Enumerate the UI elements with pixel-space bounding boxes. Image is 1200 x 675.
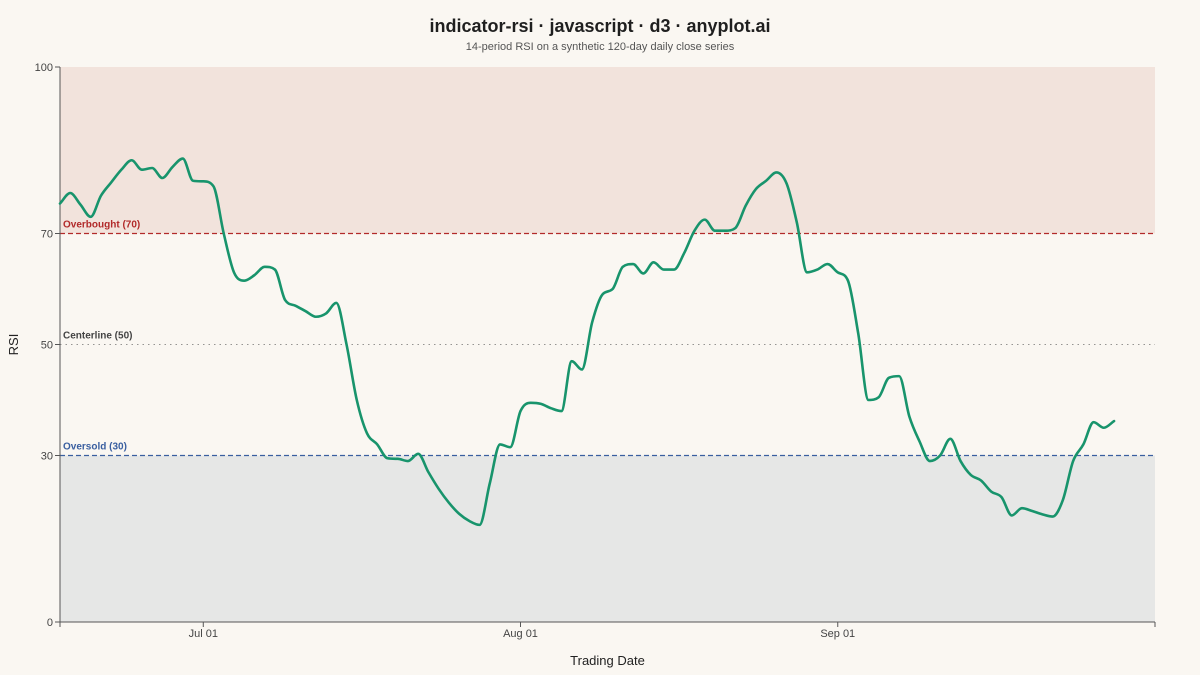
x-tick-label: Jul 01	[189, 628, 218, 640]
y-axis-title: RSI	[6, 334, 21, 356]
chart-subtitle: 14-period RSI on a synthetic 120-day dai…	[465, 41, 735, 53]
overbought-label: Overbought (70)	[63, 220, 140, 231]
y-tick-label: 70	[41, 229, 53, 241]
overbought-zone	[60, 67, 1155, 234]
rsi-series-line	[58, 157, 1116, 527]
zones-layer	[60, 67, 1155, 622]
x-tick-label: Aug 01	[503, 628, 538, 640]
y-tick-label: 100	[35, 62, 53, 74]
x-axis-title: Trading Date	[570, 653, 645, 668]
axis-titles-layer: Trading Date RSI	[6, 334, 645, 668]
oversold-zone	[60, 455, 1155, 622]
oversold-label: Oversold (30)	[63, 442, 127, 453]
reference-lines-layer: Overbought (70) Centerline (50) Oversold (…	[60, 220, 1155, 457]
y-tick-label: 50	[41, 340, 53, 352]
axes-layer: 0 30 50 70 100 Jul 01 Aug 01 Sep 01	[35, 62, 1156, 640]
y-tick-label: 0	[47, 617, 53, 629]
centerline-label: Centerline (50)	[63, 331, 132, 342]
chart-title: indicator-rsi · javascript · d3 · anyplo…	[429, 16, 771, 36]
series-layer	[58, 157, 1116, 527]
x-tick-label: Sep 01	[820, 628, 855, 640]
y-tick-label: 30	[41, 451, 53, 463]
